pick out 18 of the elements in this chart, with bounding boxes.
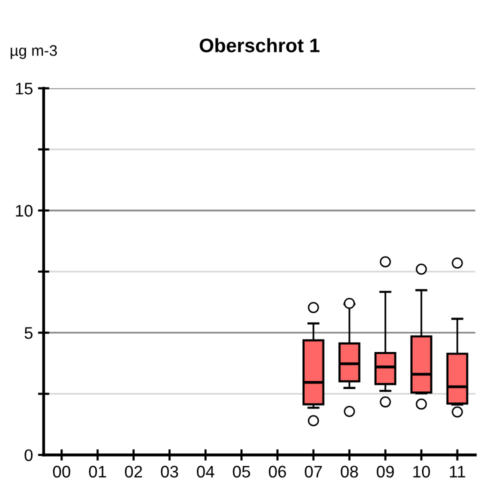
x-tick-label: 06 [268, 466, 286, 478]
x-tick-label: 01 [88, 466, 106, 478]
x-tick-label: 00 [53, 466, 70, 478]
x-tick-label: 10 [413, 466, 430, 478]
x-tick-label: 04 [196, 466, 214, 478]
y-tick-label: 15 [16, 82, 33, 94]
x-tick-label: 02 [124, 466, 142, 478]
x-tick-label: 09 [376, 466, 394, 478]
y-tick-label: 10 [16, 204, 33, 217]
x-tick-label: 07 [304, 466, 322, 478]
chart-title: Oberschrot 1 [200, 38, 320, 52]
x-tick-label: 03 [160, 466, 178, 478]
y-tick-label: 0 [24, 449, 33, 462]
x-tick-label: 05 [232, 466, 250, 478]
x-tick-label: 08 [340, 466, 358, 478]
x-tick-label: 11 [450, 466, 466, 478]
y-axis-title: µg m-3 [10, 45, 57, 59]
y-tick-label: 5 [24, 327, 33, 339]
